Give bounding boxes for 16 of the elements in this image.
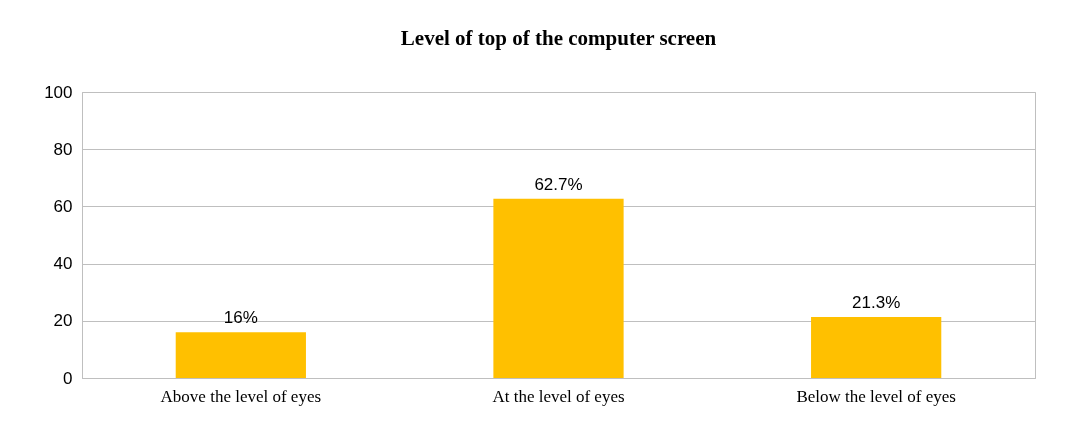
y-tick-label: 80: [53, 139, 73, 159]
x-tick-label: Below the level of eyes: [796, 386, 956, 406]
data-label: 21.3%: [852, 293, 901, 313]
data-label: 62.7%: [534, 174, 583, 194]
y-tick-label: 40: [53, 254, 73, 274]
data-label: 16%: [223, 308, 258, 328]
x-tick-label: Above the level of eyes: [160, 386, 322, 406]
y-tick-label: 0: [63, 368, 73, 388]
bar: [493, 198, 624, 378]
chart-title: Level of top of the computer screen: [400, 26, 717, 50]
bar: [175, 332, 306, 378]
y-tick-label: 20: [53, 311, 73, 331]
bar: [811, 317, 942, 378]
x-tick-label: At the level of eyes: [492, 386, 625, 406]
y-tick-label: 100: [44, 82, 73, 102]
y-tick-label: 60: [53, 196, 73, 216]
